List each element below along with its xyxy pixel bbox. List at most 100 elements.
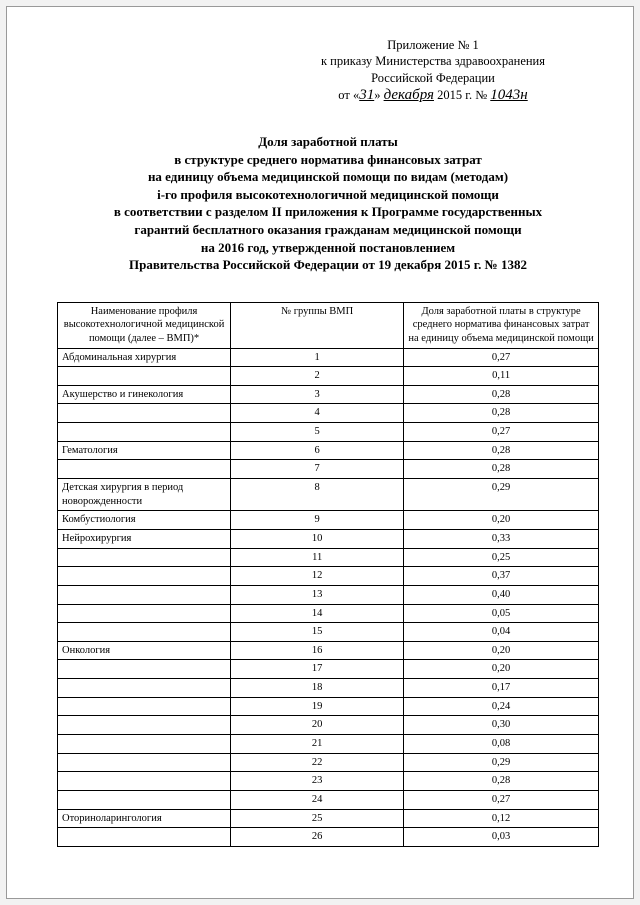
cell-profile-name (58, 567, 231, 586)
cell-profile-name: Детская хирургия в период новорожденност… (58, 479, 231, 511)
cell-group-number: 2 (231, 367, 404, 386)
cell-profile-name (58, 716, 231, 735)
title-line: Правительства Российской Федерации от 19… (65, 256, 591, 274)
cell-share-value: 0,29 (404, 753, 599, 772)
cell-group-number: 14 (231, 604, 404, 623)
attach-line-1: Приложение № 1 (267, 37, 599, 53)
cell-group-number: 6 (231, 441, 404, 460)
cell-profile-name (58, 772, 231, 791)
cell-profile-name (58, 660, 231, 679)
title-line: на 2016 год, утвержденной постановлением (65, 239, 591, 257)
table-row: 230,28 (58, 772, 599, 791)
table-row: 140,05 (58, 604, 599, 623)
table-row: Гематология60,28 (58, 441, 599, 460)
title-line: гарантий бесплатного оказания гражданам … (65, 221, 591, 239)
cell-group-number: 10 (231, 529, 404, 548)
table-row: 110,25 (58, 548, 599, 567)
cell-profile-name (58, 828, 231, 847)
table-row: 170,20 (58, 660, 599, 679)
cell-group-number: 9 (231, 511, 404, 530)
cell-profile-name (58, 604, 231, 623)
cell-group-number: 7 (231, 460, 404, 479)
cell-profile-name (58, 423, 231, 442)
cell-group-number: 4 (231, 404, 404, 423)
table-row: 120,37 (58, 567, 599, 586)
cell-share-value: 0,17 (404, 679, 599, 698)
cell-share-value: 0,28 (404, 441, 599, 460)
cell-share-value: 0,08 (404, 735, 599, 754)
cell-share-value: 0,05 (404, 604, 599, 623)
handwritten-day: 31 (359, 87, 374, 103)
col-header-group: № группы ВМП (231, 302, 404, 348)
cell-profile-name (58, 679, 231, 698)
cell-share-value: 0,28 (404, 404, 599, 423)
cell-share-value: 0,25 (404, 548, 599, 567)
title-line: в соответствии с разделом II приложения … (65, 203, 591, 221)
table-row: Комбустиология90,20 (58, 511, 599, 530)
cell-profile-name (58, 460, 231, 479)
cell-group-number: 26 (231, 828, 404, 847)
cell-profile-name: Нейрохирургия (58, 529, 231, 548)
cell-profile-name: Оториноларингология (58, 809, 231, 828)
cell-share-value: 0,27 (404, 348, 599, 367)
cell-group-number: 19 (231, 697, 404, 716)
cell-share-value: 0,20 (404, 660, 599, 679)
cell-share-value: 0,28 (404, 385, 599, 404)
col-header-share: Доля заработной платы в структуре средне… (404, 302, 599, 348)
cell-share-value: 0,30 (404, 716, 599, 735)
cell-share-value: 0,33 (404, 529, 599, 548)
attach-prefix: от « (338, 88, 359, 102)
cell-profile-name (58, 753, 231, 772)
cell-group-number: 13 (231, 585, 404, 604)
attach-mid: » (374, 88, 383, 102)
title-line: в структуре среднего норматива финансовы… (65, 151, 591, 169)
attach-line-4: от «31» декабря 2015 г. № 1043н (267, 86, 599, 106)
table-row: 70,28 (58, 460, 599, 479)
cell-share-value: 0,20 (404, 641, 599, 660)
cell-profile-name (58, 697, 231, 716)
cell-group-number: 3 (231, 385, 404, 404)
table-row: 200,30 (58, 716, 599, 735)
table-row: 180,17 (58, 679, 599, 698)
cell-group-number: 16 (231, 641, 404, 660)
table-body: Абдоминальная хирургия10,2720,11Акушерст… (58, 348, 599, 846)
table-row: 50,27 (58, 423, 599, 442)
table-header-row: Наименование профиля высокотехнологичной… (58, 302, 599, 348)
table-row: 240,27 (58, 790, 599, 809)
cell-share-value: 0,12 (404, 809, 599, 828)
table-row: 130,40 (58, 585, 599, 604)
cell-group-number: 18 (231, 679, 404, 698)
table-row: 260,03 (58, 828, 599, 847)
cell-group-number: 11 (231, 548, 404, 567)
cell-profile-name (58, 367, 231, 386)
title-line: на единицу объема медицинской помощи по … (65, 168, 591, 186)
title-line: Доля заработной платы (65, 133, 591, 151)
cell-share-value: 0,11 (404, 367, 599, 386)
attach-year: 2015 г. № (434, 88, 490, 102)
cell-share-value: 0,28 (404, 772, 599, 791)
table-row: 220,29 (58, 753, 599, 772)
cell-share-value: 0,37 (404, 567, 599, 586)
table-row: Абдоминальная хирургия10,27 (58, 348, 599, 367)
attachment-block: Приложение № 1 к приказу Министерства зд… (267, 37, 599, 105)
handwritten-number: 1043н (490, 87, 527, 103)
table-row: Детская хирургия в период новорожденност… (58, 479, 599, 511)
cell-profile-name: Онкология (58, 641, 231, 660)
cell-profile-name: Абдоминальная хирургия (58, 348, 231, 367)
cell-group-number: 20 (231, 716, 404, 735)
cell-profile-name (58, 623, 231, 642)
cell-group-number: 15 (231, 623, 404, 642)
cell-share-value: 0,03 (404, 828, 599, 847)
cell-group-number: 17 (231, 660, 404, 679)
cell-profile-name: Гематология (58, 441, 231, 460)
cell-share-value: 0,40 (404, 585, 599, 604)
cell-share-value: 0,20 (404, 511, 599, 530)
cell-share-value: 0,27 (404, 790, 599, 809)
cell-profile-name (58, 790, 231, 809)
cell-profile-name (58, 404, 231, 423)
cell-profile-name (58, 585, 231, 604)
table-row: 190,24 (58, 697, 599, 716)
table-row: 210,08 (58, 735, 599, 754)
data-table: Наименование профиля высокотехнологичной… (57, 302, 599, 847)
cell-profile-name (58, 548, 231, 567)
